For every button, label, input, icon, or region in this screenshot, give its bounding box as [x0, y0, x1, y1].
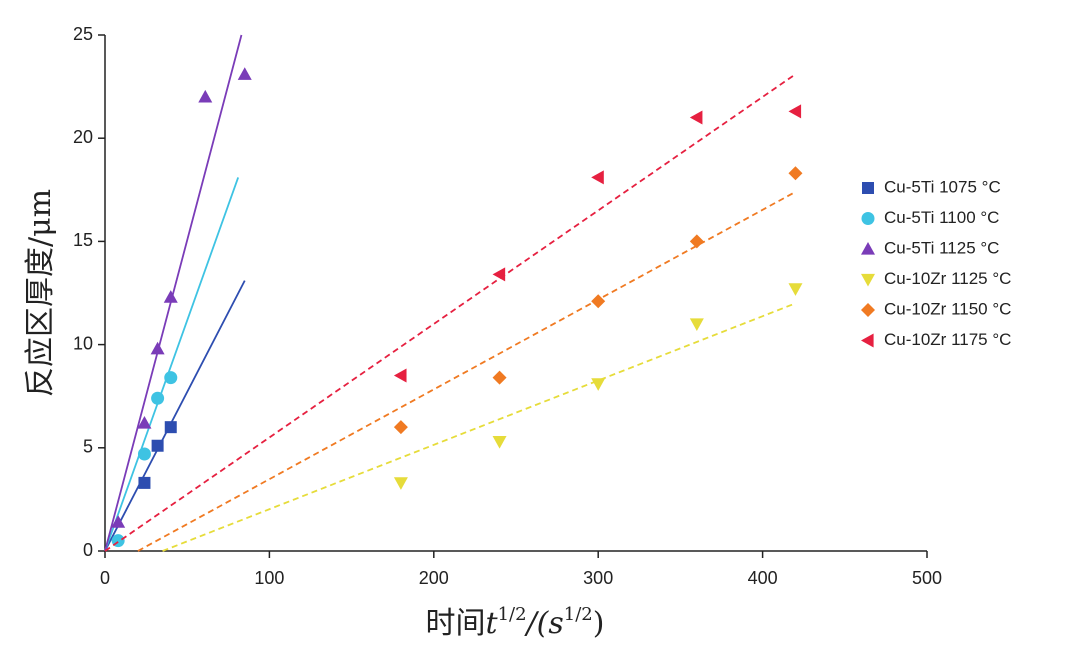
fit-line: [104, 73, 796, 552]
marker: [164, 371, 178, 385]
legend-marker: [861, 212, 875, 225]
marker: [788, 166, 803, 181]
marker: [198, 89, 213, 103]
y-tick-label: 5: [83, 437, 93, 457]
marker: [151, 439, 164, 452]
x-label-exponent: 1/2: [498, 604, 527, 625]
marker: [591, 378, 606, 391]
x-label-part: t: [486, 606, 499, 641]
marker: [492, 436, 507, 449]
marker: [151, 391, 165, 405]
legend-marker: [861, 333, 874, 348]
legend-label: Cu-10Zr 1175 °C: [884, 330, 1011, 349]
marker: [492, 267, 506, 282]
marker: [393, 420, 408, 435]
marker: [138, 476, 151, 489]
x-tick-label: 0: [100, 568, 110, 588]
y-tick-label: 0: [83, 540, 93, 560]
marker: [591, 170, 604, 185]
legend-marker: [862, 182, 874, 194]
fit-line: [137, 191, 796, 552]
marker: [137, 447, 151, 461]
legend-label: Cu-10Zr 1150 °C: [884, 299, 1011, 318]
marker: [689, 318, 704, 331]
legend-label: Cu-5Ti 1100 °C: [884, 208, 999, 227]
legend-label: Cu-10Zr 1125 °C: [884, 269, 1011, 288]
legend-marker: [861, 273, 875, 287]
marker: [111, 515, 126, 528]
x-tick-label: 300: [583, 568, 613, 588]
fit-line: [104, 280, 246, 552]
marker: [689, 234, 704, 249]
marker: [163, 290, 178, 303]
x-label-part: 时间: [426, 606, 486, 641]
legend-label: Cu-5Ti 1125 °C: [884, 238, 999, 257]
x-label-part: /(s: [524, 606, 564, 641]
x-tick-label: 100: [254, 568, 284, 588]
marker: [591, 294, 606, 309]
y-tick-label: 20: [73, 127, 93, 147]
x-tick-label: 400: [748, 568, 778, 588]
x-axis-label: 时间t1/2/(s1/2): [426, 604, 605, 641]
y-tick-label: 15: [73, 230, 93, 250]
y-axis-label: 反应区厚度/μm: [23, 189, 58, 397]
marker: [393, 477, 408, 490]
marker: [788, 104, 802, 119]
marker: [237, 67, 252, 80]
marker: [689, 110, 703, 125]
fit-line: [162, 302, 796, 552]
marker: [492, 370, 507, 385]
x-label-exponent: 1/2: [564, 604, 593, 625]
marker: [164, 421, 177, 434]
y-tick-label: 10: [73, 333, 93, 353]
y-tick-label: 25: [73, 24, 93, 44]
legend-marker: [861, 242, 875, 255]
fit-line: [104, 177, 240, 552]
legend-label: Cu-5Ti 1075 °C: [884, 177, 1001, 196]
legend-marker: [861, 303, 875, 317]
marker: [137, 416, 152, 429]
marker: [150, 341, 165, 355]
x-tick-label: 500: [912, 568, 942, 588]
marker: [788, 283, 803, 296]
fit-line: [104, 34, 243, 552]
x-label-part: ): [593, 606, 605, 641]
marker: [393, 368, 407, 383]
x-tick-label: 200: [419, 568, 449, 588]
